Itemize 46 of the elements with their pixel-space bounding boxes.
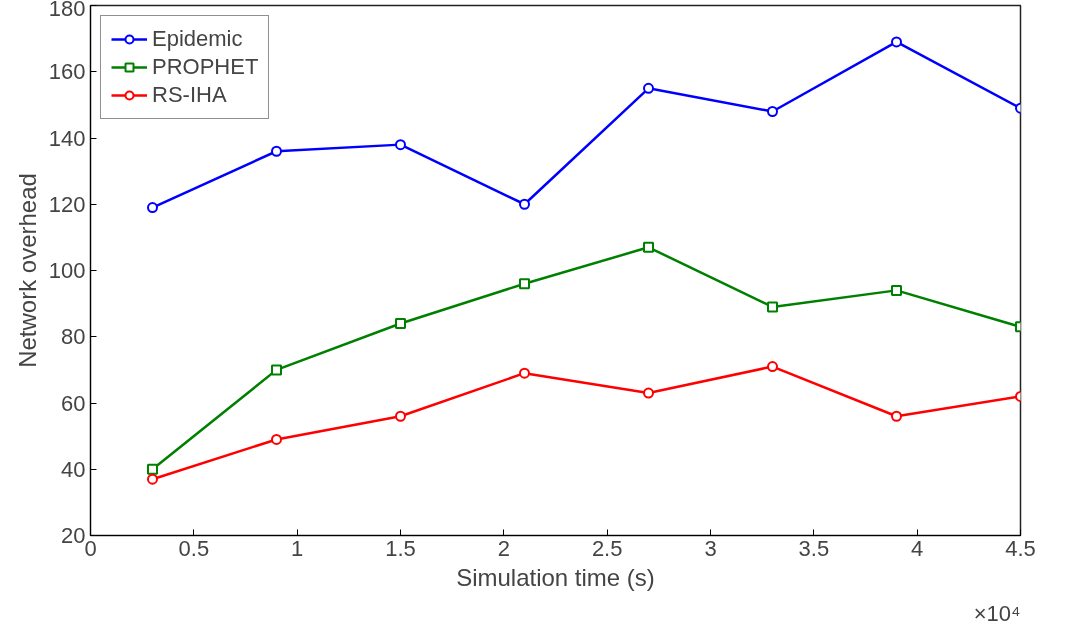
y-tick-label: 140: [48, 125, 86, 151]
x-tick-label: 2.5: [591, 535, 623, 561]
legend-label: Epidemic: [152, 26, 243, 52]
y-tick-label: 120: [48, 191, 86, 217]
x-tick-label: 3: [704, 535, 717, 561]
y-axis-title: Network overhead: [13, 173, 41, 368]
point: [147, 473, 158, 485]
point: [891, 284, 902, 296]
legend-label: PROPHET: [152, 54, 259, 80]
x-tick-label: 1: [291, 535, 304, 561]
point: [271, 145, 282, 157]
point: [643, 241, 654, 253]
y-tick-label: 100: [48, 258, 86, 283]
point: [271, 364, 282, 376]
point: [395, 410, 406, 422]
y-tick-label: 160: [48, 59, 86, 85]
point: [271, 433, 282, 445]
point: [395, 318, 406, 329]
point: [891, 36, 902, 48]
point: [767, 106, 778, 117]
point: [519, 198, 530, 210]
y-tick-label: 80: [61, 324, 86, 350]
point: [643, 82, 654, 94]
point: [643, 387, 654, 399]
x-tick-label: 2: [497, 535, 510, 561]
y-tick-label: 20: [61, 523, 86, 548]
legend-label: RS-IHA: [152, 82, 227, 108]
point: [519, 367, 530, 379]
text: ×10⁴: [973, 600, 1021, 626]
point: [767, 361, 778, 373]
point: [891, 410, 902, 422]
x-tick-label: 0: [84, 535, 97, 561]
x-tick-label: 4: [911, 535, 924, 561]
y-tick-label: 180: [48, 0, 86, 21]
point: [519, 278, 530, 290]
point: [147, 463, 158, 475]
point: [767, 301, 778, 313]
x-tick-label: 0.5: [178, 535, 210, 561]
x-tick-label: 4.5: [1005, 535, 1036, 561]
point: [395, 139, 406, 151]
x-axis-title: Simulation time (s): [456, 563, 655, 591]
x-tick-label: 1.5: [385, 535, 416, 561]
y-tick-label: 40: [61, 456, 86, 482]
y-tick-label: 60: [61, 390, 86, 416]
x-tick-label: 3.5: [798, 535, 830, 561]
point: [147, 202, 158, 214]
